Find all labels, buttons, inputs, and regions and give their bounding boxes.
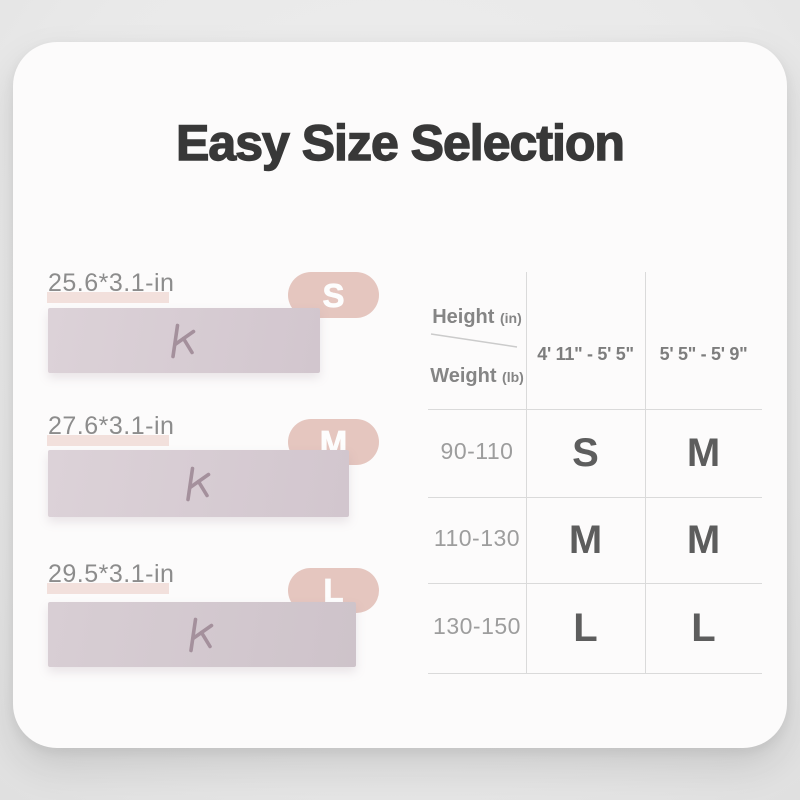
- size-value: M: [686, 431, 721, 475]
- page-title: Easy Size Selection: [175, 114, 625, 171]
- height-label: Height: [432, 306, 495, 328]
- size-value: L: [573, 606, 598, 650]
- grid-vline-1: [526, 272, 527, 674]
- grid-hline-row1: [428, 497, 762, 498]
- weight-range-label: 110-130: [433, 525, 521, 551]
- keep-k-icon: [185, 466, 210, 501]
- size-value: L: [691, 606, 716, 650]
- height-header: Height (in): [428, 307, 526, 327]
- size-badge-letter: L: [323, 572, 344, 609]
- band-dimensions-label: 27.6*3.1-in: [48, 412, 175, 440]
- resistance-band-photo-m: [48, 450, 349, 517]
- column-header-height-range-2: 5' 5" - 5' 9": [659, 344, 748, 364]
- diagonal-divider-line: [430, 333, 518, 348]
- label-highlight-bar: [47, 292, 169, 303]
- resistance-band-photo-s: [48, 308, 320, 373]
- label-highlight-bar: [47, 435, 169, 446]
- band-dimensions-label: 29.5*3.1-in: [48, 560, 175, 588]
- grid-hline-bottom: [428, 673, 762, 674]
- grid-hline-row2: [428, 583, 762, 584]
- size-value: S: [572, 431, 599, 475]
- weight-unit: (lb): [502, 369, 524, 385]
- label-highlight-bar: [47, 583, 169, 594]
- weight-range-label: 130-150: [433, 613, 521, 639]
- weight-label: Weight: [430, 365, 497, 387]
- height-unit: (in): [500, 310, 522, 326]
- resistance-band-photo-l: [48, 602, 356, 667]
- keep-k-icon: [189, 617, 214, 652]
- column-header-height-range-1: 4' 11" - 5' 5": [537, 344, 634, 364]
- weight-range-label: 90-110: [440, 438, 514, 464]
- weight-header: Weight (lb): [428, 366, 526, 386]
- size-badge-letter: S: [322, 276, 345, 314]
- grid-hline-header: [428, 409, 762, 410]
- size-value: M: [568, 518, 603, 562]
- band-dimensions-label: 25.6*3.1-in: [48, 269, 175, 297]
- content-card: Easy Size Selection 25.6*3.1-in S: [13, 42, 787, 748]
- grid-vline-2: [645, 272, 646, 674]
- keep-k-icon: [171, 323, 196, 358]
- size-value: M: [686, 518, 721, 562]
